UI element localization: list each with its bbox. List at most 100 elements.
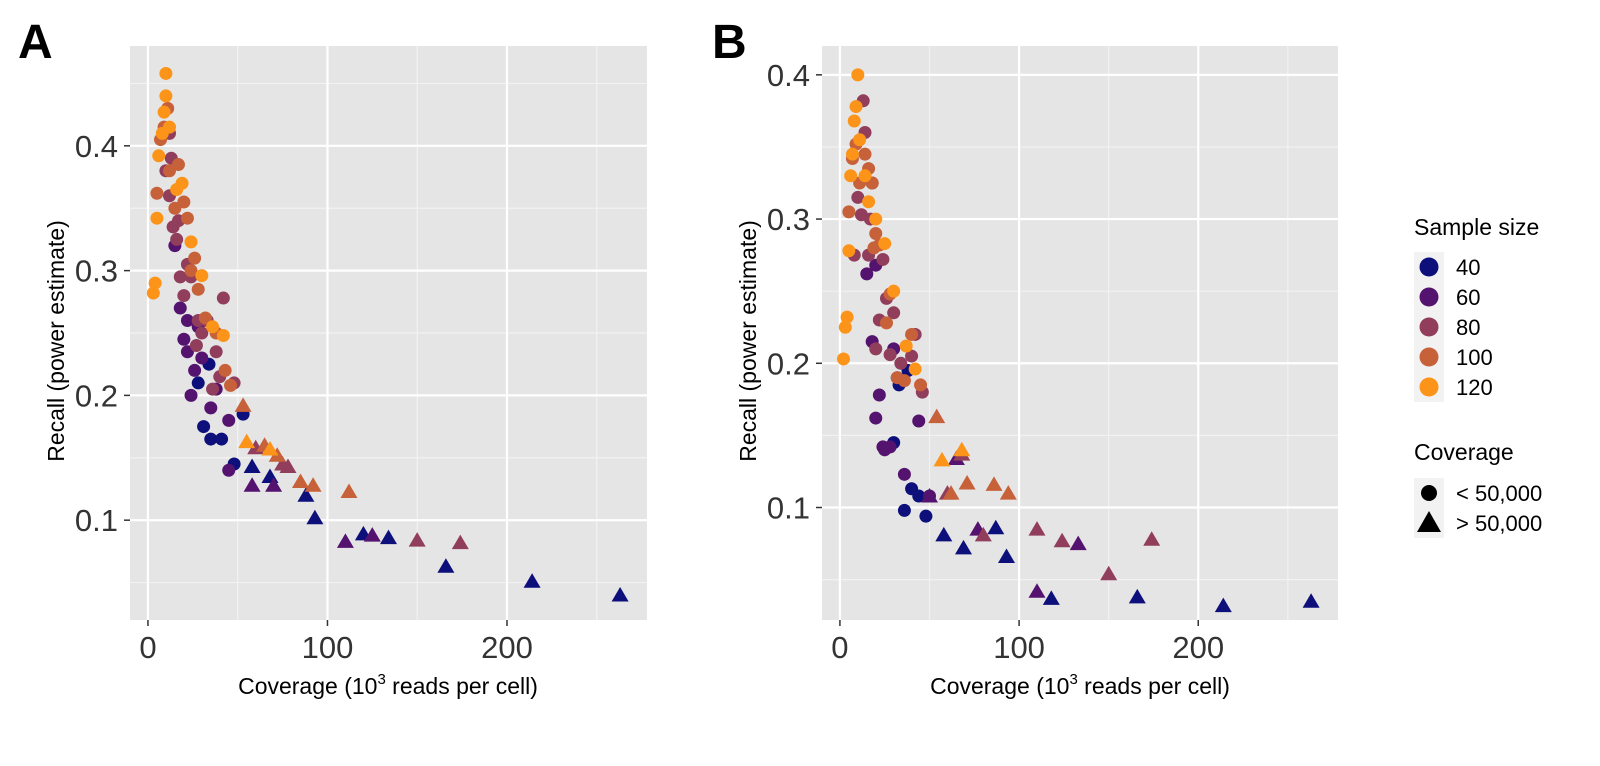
panel-a-letter: A — [18, 16, 53, 69]
legend-coverage-label-high: > 50,000 — [1456, 511, 1542, 536]
data-point-triangle — [1028, 583, 1046, 598]
panel-b-y-ticks: 0.1 0.2 0.3 0.4 — [767, 58, 822, 526]
panel-a-x-axis-title-rest: reads per cell) — [386, 673, 538, 699]
data-point-triangle — [292, 473, 309, 488]
data-point-circle — [878, 237, 892, 251]
x-tick-label: 0 — [139, 630, 156, 665]
data-point-triangle — [942, 485, 960, 500]
data-point-triangle — [363, 527, 381, 542]
legend-size-swatch — [1419, 347, 1439, 367]
data-point-circle — [204, 432, 218, 446]
panel-a-y-axis-title: Recall (power estimate) — [43, 220, 69, 462]
data-point-triangle — [987, 519, 1005, 535]
x-tick-label: 200 — [1172, 630, 1224, 665]
data-point-triangle — [243, 477, 261, 492]
data-point-triangle — [234, 397, 252, 412]
panel-a-x-axis-title-sup: 3 — [377, 671, 385, 688]
data-point-circle — [858, 169, 872, 183]
panel-b-x-ticks: 0 100 200 — [831, 620, 1224, 665]
data-point-triangle — [1128, 588, 1146, 604]
data-point-triangle — [1028, 521, 1046, 536]
data-point-circle — [872, 388, 886, 402]
data-point-circle — [847, 114, 861, 128]
data-point-circle — [171, 158, 185, 172]
data-point-circle — [912, 414, 926, 428]
data-point-circle — [177, 195, 191, 209]
panel-b-x-axis-title-rest: reads per cell) — [1078, 673, 1230, 699]
data-point-circle — [851, 68, 865, 82]
data-point-circle — [184, 388, 198, 402]
data-point-circle — [878, 443, 892, 457]
data-point-triangle — [451, 534, 469, 550]
legend-size-items: 40 60 80 100 120 — [1414, 252, 1493, 402]
legend-triangle-icon — [1417, 511, 1441, 532]
data-point-triangle — [1100, 565, 1118, 581]
y-tick-label: 0.3 — [75, 254, 118, 289]
data-point-circle — [189, 338, 203, 352]
data-point-circle — [905, 349, 919, 363]
data-point-triangle — [336, 533, 354, 548]
panel-b-x-axis-title-sup: 3 — [1069, 671, 1077, 688]
data-point-circle — [170, 232, 184, 246]
panel-a-gridlines — [130, 46, 647, 620]
panel-b: B 0.1 0.2 0.3 0.4 0 100 200 Coverage (103 rea… — [712, 16, 1338, 699]
panel-b-x-axis-title: Coverage (103 reads per cell) — [930, 671, 1230, 699]
data-point-circle — [887, 306, 901, 320]
data-point-triangle — [611, 587, 629, 602]
panel-a-points — [146, 66, 629, 602]
data-point-triangle — [340, 483, 358, 498]
data-point-circle — [837, 352, 850, 366]
data-point-circle — [222, 413, 236, 427]
data-point-circle — [919, 509, 933, 523]
data-point-triangle — [279, 458, 297, 473]
legend: Sample size 40 60 80 100 120 Coverage < 50,0… — [1414, 214, 1542, 538]
data-point-circle — [845, 147, 859, 161]
data-point-circle — [180, 211, 194, 225]
data-point-triangle — [985, 476, 1003, 491]
data-point-circle — [844, 169, 858, 183]
data-point-circle — [869, 226, 883, 240]
data-point-circle — [184, 264, 198, 278]
data-point-circle — [867, 241, 881, 255]
data-point-circle — [180, 314, 194, 328]
data-point-circle — [860, 267, 874, 281]
data-point-circle — [188, 251, 202, 265]
data-point-circle — [188, 363, 202, 377]
legend-size-label: 60 — [1456, 285, 1480, 310]
data-point-triangle — [1302, 593, 1320, 608]
data-point-circle — [876, 252, 890, 266]
data-point-circle — [157, 105, 171, 119]
data-point-circle — [150, 211, 164, 225]
data-point-circle — [191, 376, 205, 390]
legend-size-label: 80 — [1456, 315, 1480, 340]
data-point-triangle — [380, 529, 397, 545]
panel-b-points — [837, 68, 1320, 613]
data-point-circle — [173, 301, 187, 315]
data-point-circle — [216, 328, 230, 342]
data-point-triangle — [243, 458, 261, 473]
data-point-circle — [175, 176, 189, 190]
data-point-triangle — [1042, 590, 1060, 605]
data-point-circle — [162, 120, 176, 134]
x-tick-label: 200 — [481, 630, 533, 665]
y-tick-label: 0.2 — [75, 378, 118, 413]
legend-size-swatch — [1419, 257, 1439, 277]
data-point-circle — [222, 463, 236, 477]
data-point-circle — [206, 382, 220, 396]
panel-a-x-ticks: 0 100 200 — [139, 620, 533, 665]
data-point-circle — [197, 420, 211, 434]
data-point-circle — [204, 401, 218, 415]
panel-a-x-axis-title-base: Coverage (10 — [238, 673, 377, 699]
legend-coverage-items: < 50,000 > 50,000 — [1414, 478, 1542, 538]
panel-a-x-axis-title: Coverage (103 reads per cell) — [238, 671, 538, 699]
data-point-circle — [869, 411, 883, 425]
data-point-triangle — [998, 548, 1015, 563]
data-point-circle — [914, 378, 928, 392]
data-point-triangle — [921, 488, 938, 503]
data-point-circle — [195, 326, 209, 340]
data-point-circle — [849, 100, 863, 114]
data-point-circle — [146, 286, 160, 300]
panel-b-y-axis-title: Recall (power estimate) — [735, 220, 761, 462]
data-point-triangle — [955, 539, 972, 555]
